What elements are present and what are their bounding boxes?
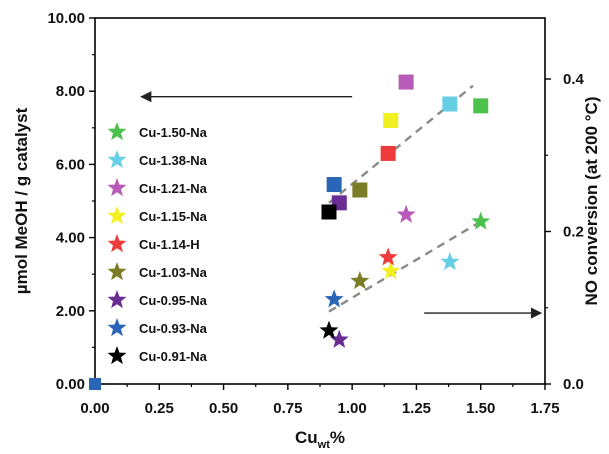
legend-label: Cu-1.03-Na	[139, 265, 208, 280]
legend-star-icon	[107, 234, 127, 253]
x-tick-label: 0.75	[273, 400, 302, 417]
y-left-tick-label: 2.00	[56, 303, 85, 320]
y-right-tick-label: 0.2	[563, 224, 584, 241]
x-tick-label: 0.50	[209, 400, 238, 417]
y-left-tick-label: 0.00	[56, 376, 85, 393]
data-point-origin	[89, 378, 101, 390]
no-conversion-star-cu-0.95-na	[329, 329, 349, 348]
methanol-square-cu-1.50-na	[473, 98, 489, 114]
y-left-tick-label: 6.00	[56, 156, 85, 173]
no-conversion-star-cu-1.03-na	[350, 271, 370, 290]
methanol-square-cu-1.38-na	[442, 96, 458, 112]
no-conversion-star-cu-1.38-na	[440, 252, 460, 271]
no-conversion-star-cu-1.14-h	[378, 247, 398, 266]
y-axis-left-label: µmol MeOH / g catalyst	[12, 107, 31, 294]
legend-star-icon	[107, 346, 127, 365]
trend-line-no-conversion	[328, 220, 482, 313]
methanol-square-cu-0.91-na	[321, 204, 337, 220]
x-axis-label-main: Cu	[295, 428, 318, 447]
methanol-square-cu-1.21-na	[398, 74, 414, 90]
x-tick-label: 1.00	[338, 400, 367, 417]
legend-star-icon	[107, 318, 127, 337]
x-tick-label: 1.50	[466, 400, 495, 417]
legend-star-icon	[107, 178, 127, 197]
legend-label: Cu-1.14-H	[139, 237, 200, 252]
y-left-tick-label: 10.00	[47, 10, 85, 27]
y-right-tick-label: 0.4	[563, 71, 585, 88]
legend-star-icon	[107, 290, 127, 309]
x-axis-label-sub: wt	[317, 439, 331, 451]
legend-label: Cu-0.93-Na	[139, 321, 208, 336]
y-left-tick-label: 4.00	[56, 230, 85, 247]
legend-star-icon	[107, 206, 127, 225]
legend-star-icon	[107, 122, 127, 141]
no-conversion-star-cu-1.15-na	[381, 261, 401, 280]
x-tick-label: 1.25	[402, 400, 431, 417]
legend-label: Cu-1.38-Na	[139, 153, 208, 168]
no-conversion-star-cu-1.21-na	[396, 204, 416, 223]
x-axis-label-suffix: %	[330, 428, 345, 447]
methanol-square-cu-0.93-na	[326, 177, 342, 193]
legend-label: Cu-1.50-Na	[139, 125, 208, 140]
legend-star-icon	[107, 262, 127, 281]
legend-label: Cu-1.21-Na	[139, 181, 208, 196]
x-axis-label: Cuwt%	[295, 428, 345, 451]
legend-label: Cu-1.15-Na	[139, 209, 208, 224]
y-left-tick-label: 8.00	[56, 83, 85, 100]
x-tick-label: 0.25	[145, 400, 174, 417]
no-conversion-star-cu-0.93-na	[324, 289, 344, 308]
methanol-square-cu-1.03-na	[352, 182, 368, 198]
legend-label: Cu-0.91-Na	[139, 349, 208, 364]
legend-star-icon	[107, 150, 127, 169]
x-tick-label: 0.00	[80, 400, 109, 417]
methanol-square-cu-1.15-na	[383, 112, 399, 128]
x-tick-label: 1.75	[530, 400, 559, 417]
methanol-square-cu-1.14-h	[380, 145, 396, 161]
legend-label: Cu-0.95-Na	[139, 293, 208, 308]
y-right-tick-label: 0.0	[563, 376, 584, 393]
no-conversion-star-cu-0.91-na	[319, 320, 339, 339]
y-axis-right-label: NO conversion (at 200 °C)	[582, 97, 601, 306]
no-conversion-star-cu-1.50-na	[471, 211, 491, 230]
